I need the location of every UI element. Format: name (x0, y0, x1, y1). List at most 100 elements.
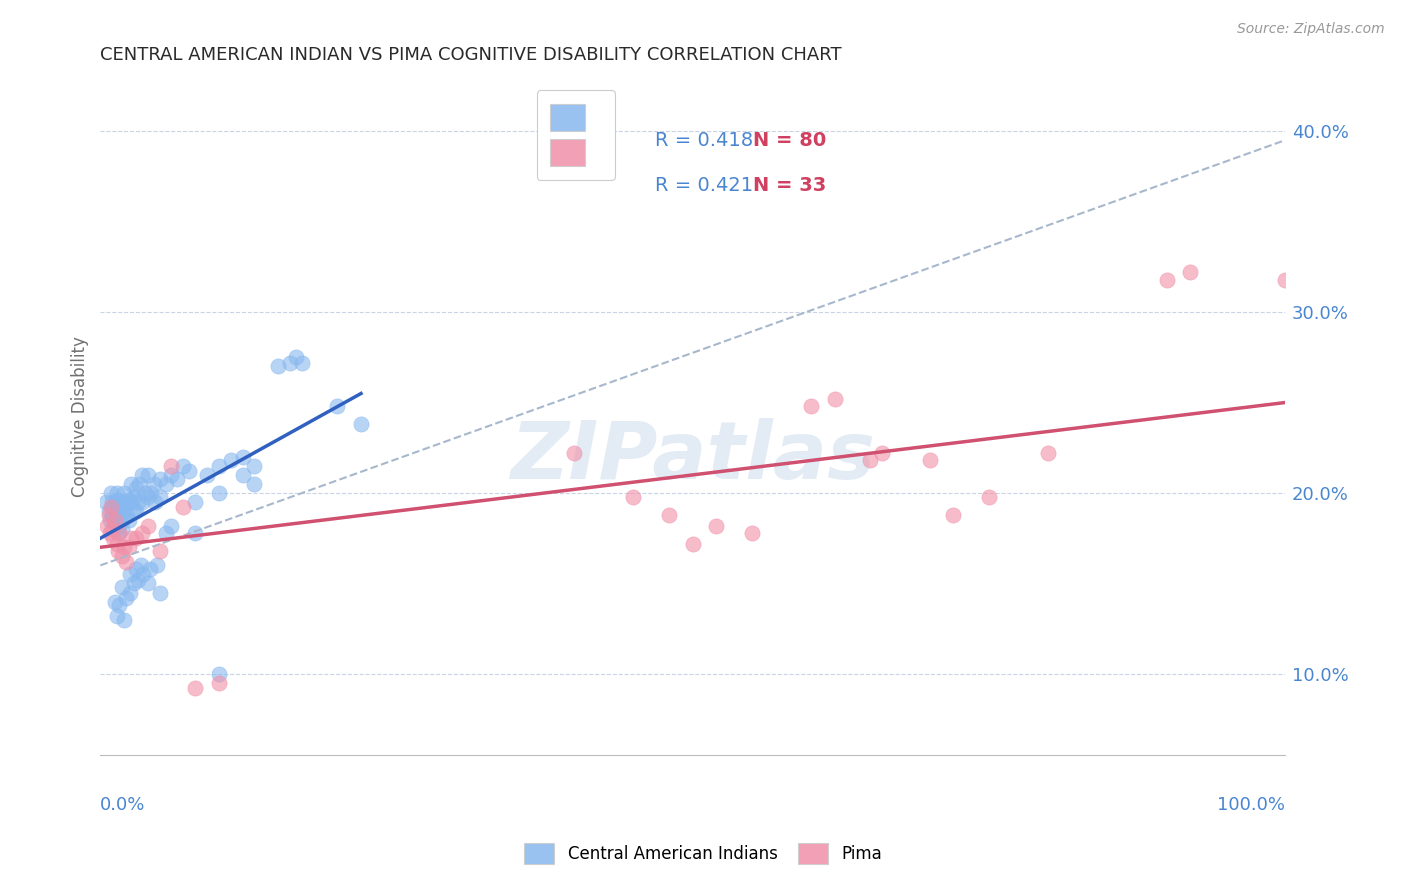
Point (800, 399, 823, 413)
Point (104, 513, 127, 527)
Point (103, 513, 125, 527)
Point (108, 518, 131, 533)
Point (105, 486, 128, 500)
Point (129, 558, 152, 573)
Point (103, 504, 125, 518)
Point (127, 495, 149, 509)
Point (284, 351, 307, 365)
Point (110, 513, 132, 527)
Point (100, 500, 122, 515)
Point (125, 562, 148, 576)
Point (172, 458, 194, 473)
Point (184, 681, 207, 696)
Point (98, 525, 121, 540)
Point (195, 467, 218, 482)
Point (112, 486, 135, 500)
Point (1156, 272, 1178, 286)
Point (208, 667, 231, 681)
Point (118, 541, 141, 555)
Point (160, 458, 183, 473)
Point (112, 499, 135, 513)
Point (267, 359, 290, 374)
Point (208, 486, 231, 500)
Point (103, 594, 125, 608)
Point (658, 508, 681, 522)
Point (105, 536, 128, 550)
Point (134, 486, 156, 500)
Point (977, 490, 1000, 504)
Point (149, 471, 172, 485)
Point (105, 509, 128, 524)
Text: ZIPatlas: ZIPatlas (510, 417, 875, 496)
Text: R = 0.418: R = 0.418 (655, 131, 754, 151)
Point (139, 562, 162, 576)
Point (1274, 272, 1296, 286)
Point (184, 495, 207, 509)
Point (115, 508, 138, 522)
Point (107, 513, 129, 527)
Point (120, 531, 142, 545)
Point (350, 417, 373, 432)
Point (108, 525, 131, 540)
Point (104, 495, 127, 509)
Point (112, 541, 135, 555)
Point (136, 518, 159, 533)
Point (942, 508, 965, 522)
Point (859, 453, 882, 467)
Point (623, 490, 645, 504)
Point (1036, 446, 1059, 460)
Point (97, 504, 120, 518)
Point (98, 513, 121, 527)
Point (125, 504, 148, 518)
Point (127, 573, 149, 587)
Point (278, 356, 301, 370)
Point (108, 598, 131, 612)
Point (122, 490, 145, 504)
Point (132, 567, 155, 582)
Text: Source: ZipAtlas.com: Source: ZipAtlas.com (1237, 22, 1385, 37)
Point (101, 495, 124, 509)
Point (107, 493, 129, 508)
Text: R = 0.421: R = 0.421 (655, 177, 754, 195)
Point (112, 613, 135, 627)
Point (741, 525, 763, 540)
Point (131, 495, 153, 509)
Point (918, 453, 941, 467)
Point (160, 518, 183, 533)
Point (824, 392, 846, 406)
Point (118, 513, 141, 527)
Point (146, 558, 169, 573)
Point (706, 518, 728, 533)
Point (155, 477, 177, 491)
Legend:  ,  : , (537, 90, 614, 180)
Point (122, 504, 145, 518)
Point (149, 544, 172, 558)
Point (101, 522, 124, 536)
Point (118, 585, 141, 599)
Point (118, 567, 141, 582)
Point (149, 585, 172, 599)
Point (107, 525, 129, 540)
Point (184, 525, 207, 540)
Point (562, 446, 585, 460)
Point (101, 508, 124, 522)
Point (97, 508, 120, 522)
Point (96, 518, 118, 533)
Point (105, 609, 128, 624)
Point (103, 531, 125, 545)
Legend: Central American Indians, Pima: Central American Indians, Pima (517, 837, 889, 871)
Point (179, 464, 201, 478)
Point (107, 544, 129, 558)
Y-axis label: Cognitive Disability: Cognitive Disability (72, 335, 89, 497)
Text: 100.0%: 100.0% (1218, 796, 1285, 814)
Point (142, 477, 165, 491)
Point (870, 446, 893, 460)
Text: N = 80: N = 80 (754, 131, 827, 151)
Point (96, 495, 118, 509)
Point (231, 450, 253, 464)
Point (100, 486, 122, 500)
Point (291, 356, 314, 370)
Point (115, 495, 138, 509)
Point (111, 580, 134, 594)
Point (115, 555, 138, 569)
